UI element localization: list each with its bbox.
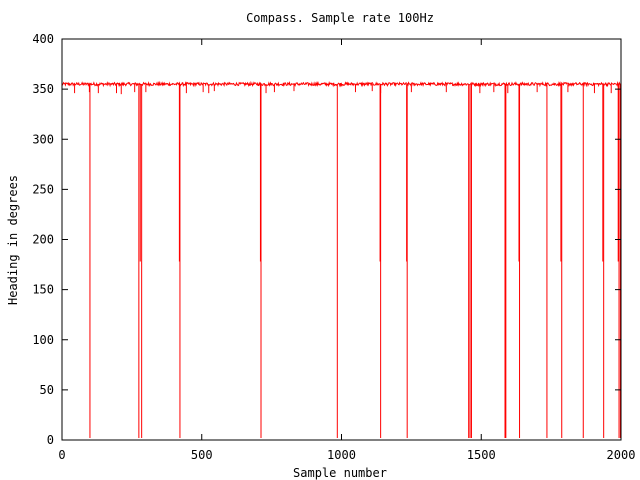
x-tick-label: 0 xyxy=(58,448,65,462)
y-axis: 0 50 100 150 200 250 300 350 400 xyxy=(32,32,621,447)
y-tick-label: 200 xyxy=(32,233,54,247)
y-tick-label: 300 xyxy=(32,132,54,146)
heading-series-line xyxy=(61,80,622,88)
y-tick-label: 150 xyxy=(32,283,54,297)
y-tick-label: 100 xyxy=(32,333,54,347)
y-tick-label: 50 xyxy=(40,383,54,397)
y-tick-label: 400 xyxy=(32,32,54,46)
plot-frame xyxy=(61,38,622,441)
chart-title: Compass. Sample rate 100Hz xyxy=(246,11,434,25)
x-tick-label: 1500 xyxy=(467,448,496,462)
y-tick-label: 250 xyxy=(32,182,54,196)
y-axis-label: Heading in degrees xyxy=(6,175,20,305)
plot-area xyxy=(61,80,622,438)
x-tick-label: 500 xyxy=(191,448,213,462)
y-tick-label: 0 xyxy=(47,433,54,447)
x-axis: 0 500 1000 1500 2000 xyxy=(58,39,635,462)
x-axis-label: Sample number xyxy=(293,466,387,480)
x-tick-label: 1000 xyxy=(327,448,356,462)
y-tick-label: 350 xyxy=(32,82,54,96)
x-tick-label: 2000 xyxy=(607,448,636,462)
